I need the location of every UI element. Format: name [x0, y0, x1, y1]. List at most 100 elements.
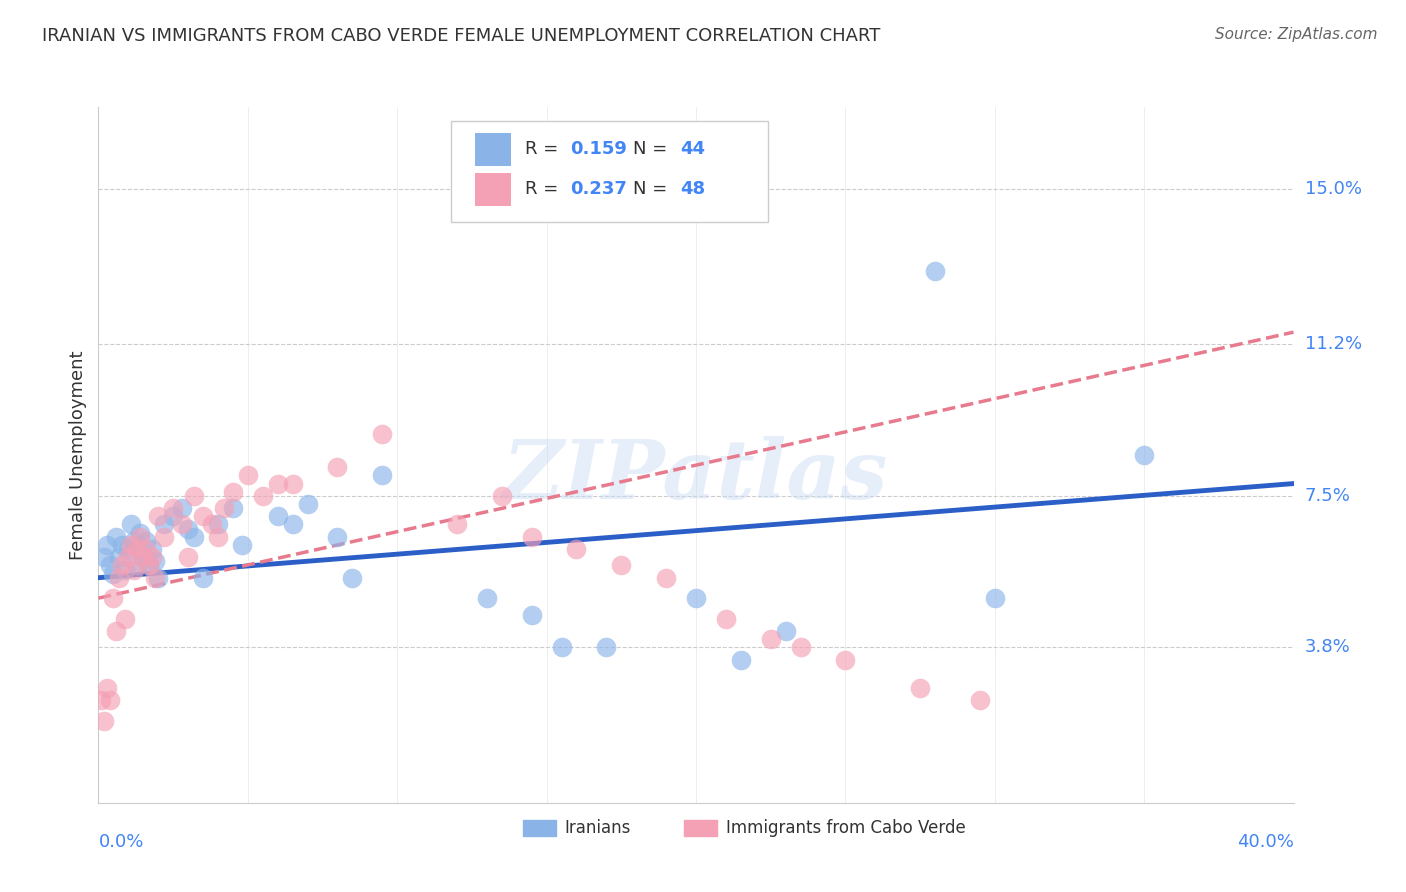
Point	[143, 571, 166, 585]
Point	[610, 558, 633, 573]
Point	[201, 517, 224, 532]
Point	[148, 571, 170, 585]
Point	[141, 542, 163, 557]
Point	[117, 542, 139, 557]
Text: ZIPatlas: ZIPatlas	[503, 436, 889, 516]
Text: R =: R =	[524, 140, 564, 159]
Point	[252, 489, 274, 503]
Point	[281, 476, 304, 491]
Point	[141, 550, 163, 565]
Point	[730, 652, 752, 666]
Text: 48: 48	[681, 180, 706, 199]
Point	[129, 530, 152, 544]
Bar	[523, 821, 557, 836]
Point	[714, 612, 737, 626]
Point	[105, 624, 128, 638]
Point	[153, 530, 176, 544]
Point	[114, 612, 136, 626]
Bar	[685, 821, 717, 836]
Point	[326, 530, 349, 544]
Point	[98, 693, 122, 707]
Point	[177, 550, 200, 565]
Point	[96, 681, 118, 696]
Point	[93, 714, 115, 728]
Y-axis label: Female Unemployment: Female Unemployment	[69, 351, 87, 559]
Text: 15.0%: 15.0%	[1305, 180, 1361, 198]
Point	[143, 554, 166, 568]
Point	[138, 558, 160, 573]
Point	[127, 542, 149, 557]
Point	[222, 501, 245, 516]
Point	[267, 476, 290, 491]
Point	[108, 550, 131, 565]
Text: 7.5%: 7.5%	[1305, 487, 1351, 505]
Point	[148, 509, 170, 524]
Point	[789, 640, 811, 655]
Point	[105, 530, 128, 544]
Point	[132, 550, 155, 565]
Point	[162, 501, 184, 516]
Point	[371, 427, 394, 442]
Point	[297, 497, 319, 511]
Point	[183, 530, 205, 544]
Point	[834, 652, 856, 666]
Point	[191, 571, 214, 585]
Point	[120, 517, 142, 532]
Point	[135, 533, 157, 548]
Text: N =: N =	[633, 180, 672, 199]
Point	[520, 607, 543, 622]
Point	[96, 538, 118, 552]
Point	[908, 681, 931, 696]
Point	[132, 550, 155, 565]
Point	[177, 522, 200, 536]
Point	[267, 509, 290, 524]
Point	[565, 542, 588, 557]
Point	[281, 517, 304, 532]
Text: Iranians: Iranians	[565, 819, 631, 837]
Text: Source: ZipAtlas.com: Source: ZipAtlas.com	[1215, 27, 1378, 42]
Text: N =: N =	[633, 140, 672, 159]
Point	[103, 591, 125, 606]
Text: 0.159: 0.159	[571, 140, 627, 159]
Point	[124, 562, 146, 576]
Text: 3.8%: 3.8%	[1305, 639, 1350, 657]
Point	[685, 591, 707, 606]
Point	[759, 632, 782, 646]
Bar	[475, 173, 510, 206]
Point	[93, 550, 115, 565]
Text: 0.237: 0.237	[571, 180, 627, 199]
Point	[231, 538, 253, 552]
Point	[222, 484, 245, 499]
Point	[103, 566, 125, 581]
Point	[969, 693, 991, 707]
Point	[127, 558, 149, 573]
Point	[135, 542, 157, 557]
Point	[162, 509, 184, 524]
Point	[984, 591, 1007, 606]
Point	[475, 591, 498, 606]
Point	[108, 571, 131, 585]
Point	[1133, 448, 1156, 462]
Point	[207, 517, 229, 532]
Point	[212, 501, 235, 516]
Text: 0.0%: 0.0%	[98, 833, 143, 851]
Text: 11.2%: 11.2%	[1305, 335, 1362, 353]
Point	[172, 517, 194, 532]
Point	[138, 558, 160, 573]
Text: IRANIAN VS IMMIGRANTS FROM CABO VERDE FEMALE UNEMPLOYMENT CORRELATION CHART: IRANIAN VS IMMIGRANTS FROM CABO VERDE FE…	[42, 27, 880, 45]
Point	[924, 264, 946, 278]
Point	[550, 640, 572, 655]
Point	[655, 571, 678, 585]
Point	[371, 468, 394, 483]
Point	[326, 460, 349, 475]
Bar	[475, 133, 510, 166]
Point	[183, 489, 205, 503]
Text: 40.0%: 40.0%	[1237, 833, 1294, 851]
Point	[236, 468, 259, 483]
Point	[111, 538, 134, 552]
Point	[446, 517, 468, 532]
Point	[129, 525, 152, 540]
Point	[90, 693, 112, 707]
Point	[124, 533, 146, 548]
Point	[520, 530, 543, 544]
